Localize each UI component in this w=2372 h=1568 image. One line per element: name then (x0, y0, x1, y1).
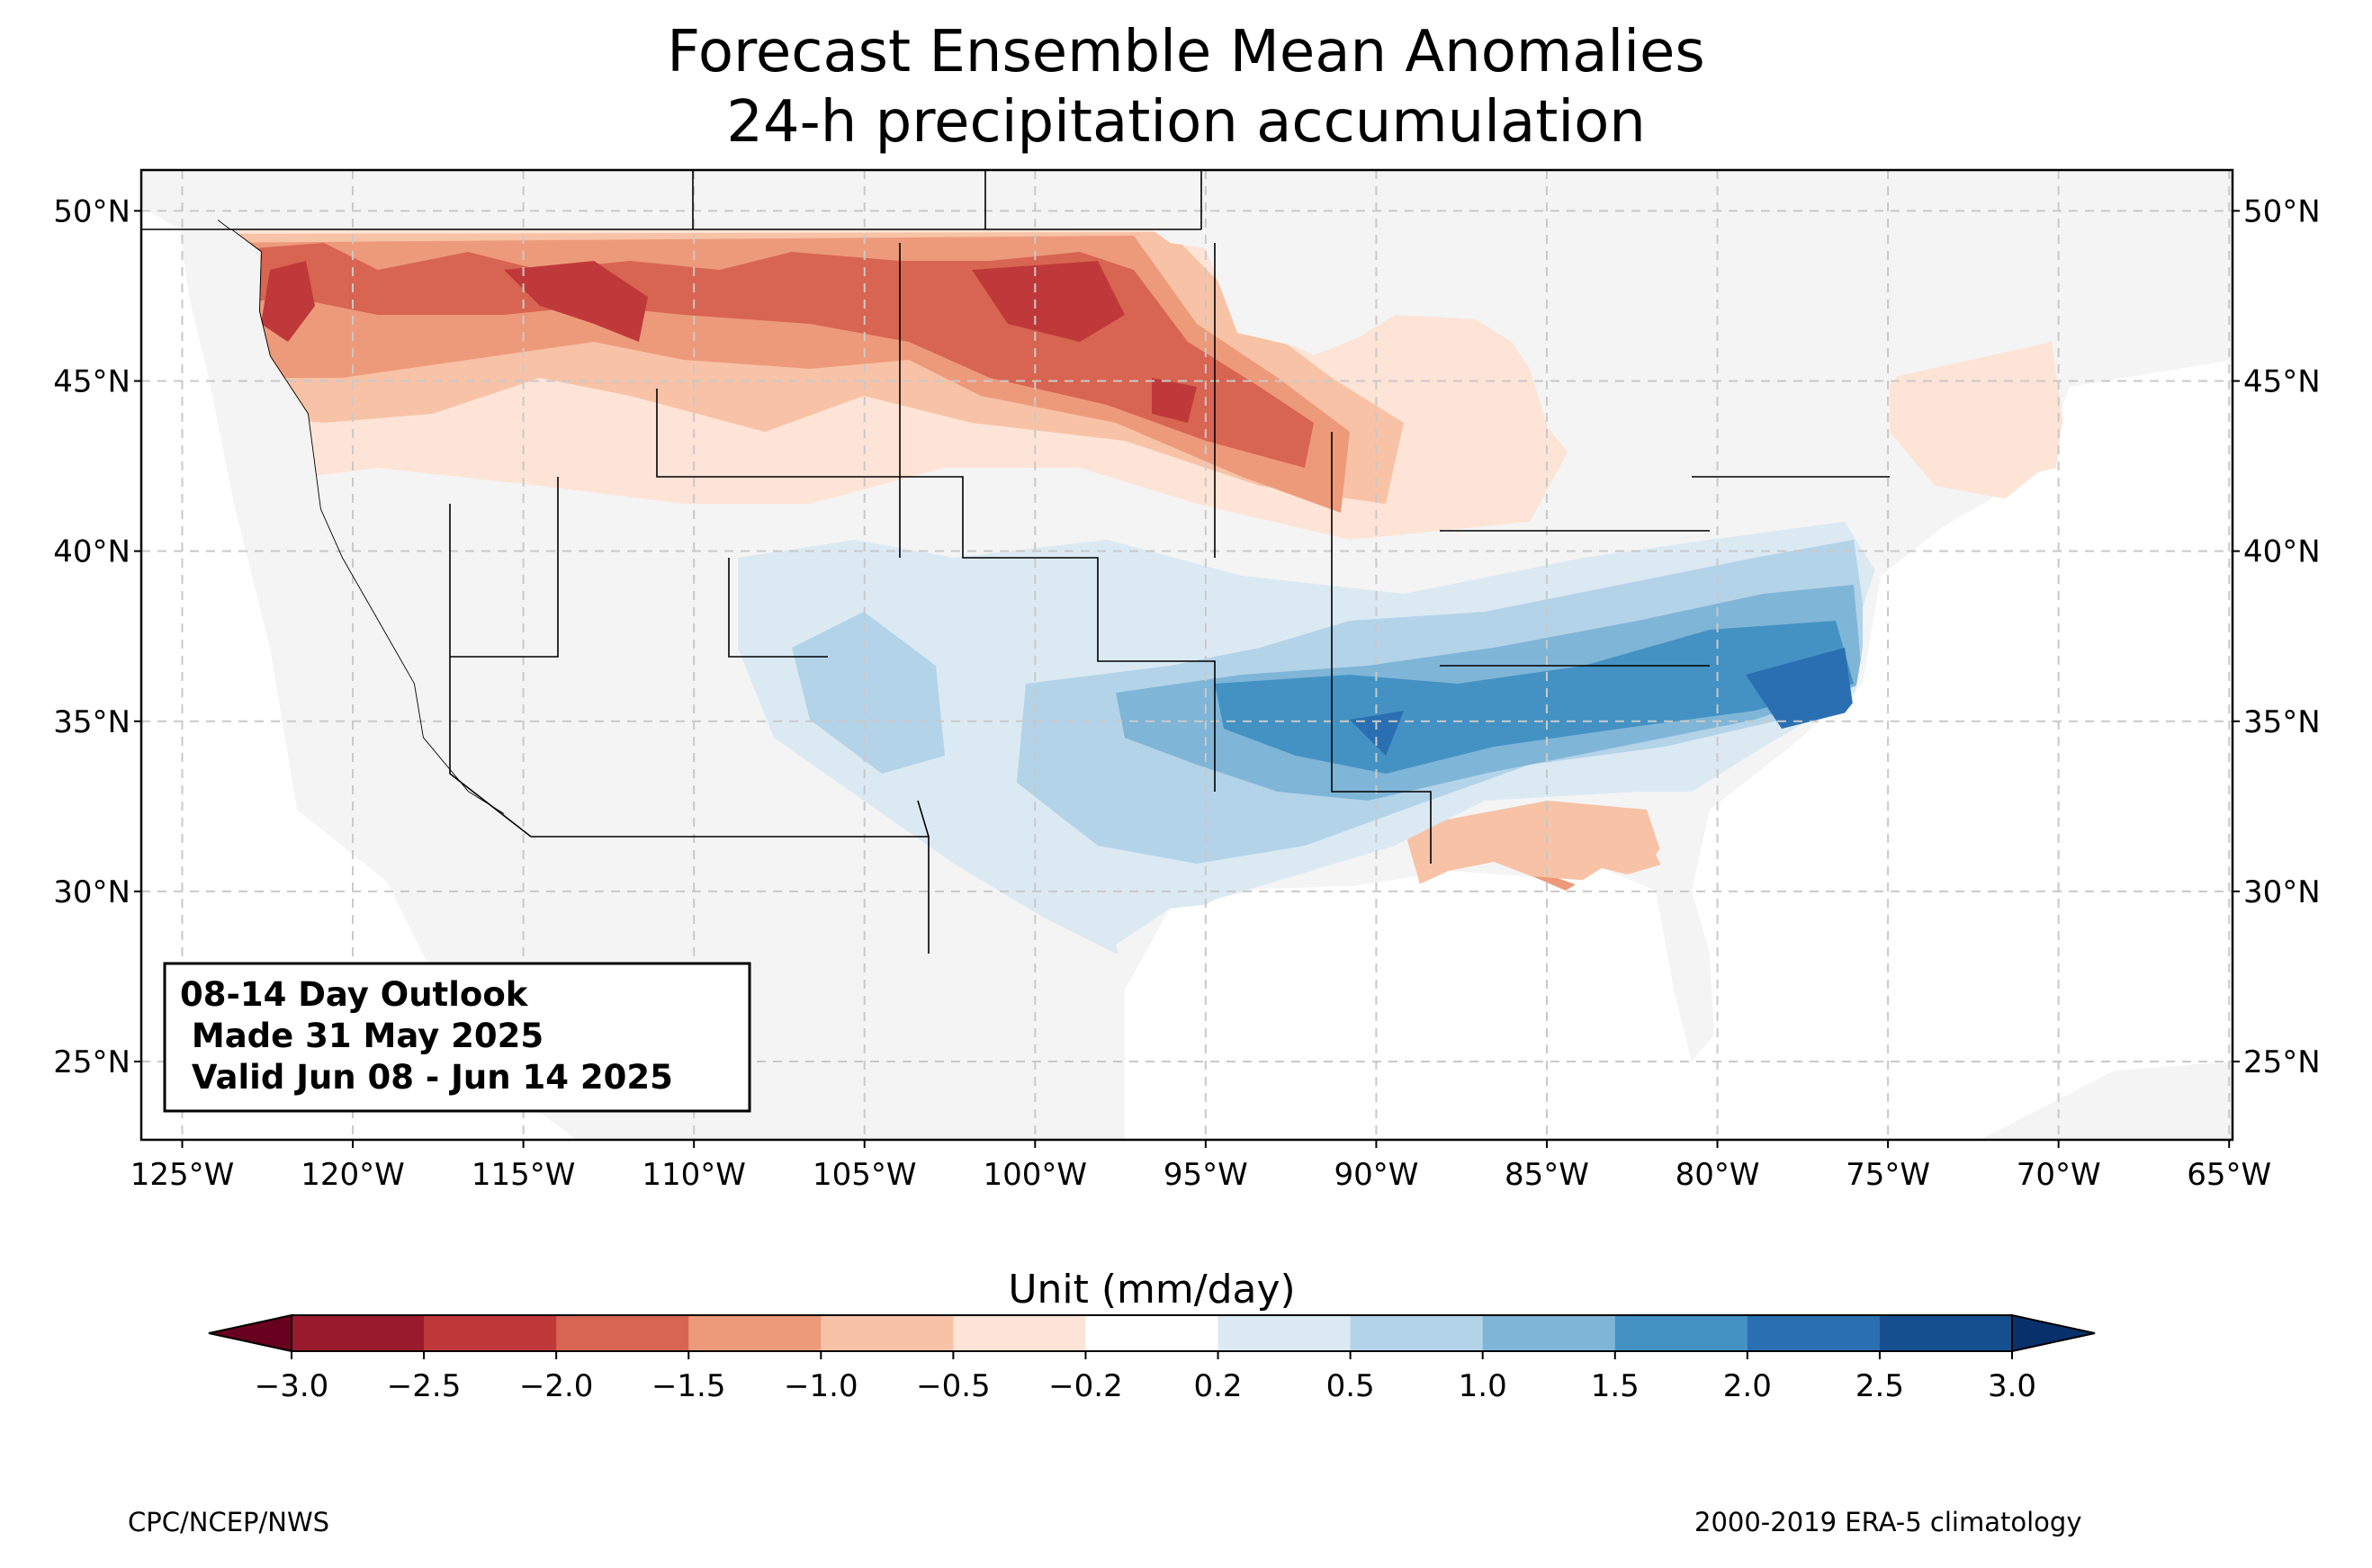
colorbar-swatch (1482, 1315, 1616, 1351)
colorbar-tick-label: −1.5 (651, 1368, 726, 1404)
lat-tick-label-left: 35°N (53, 704, 130, 740)
atlantic-gulf-ocean (1125, 360, 2233, 1140)
lon-tick-label: 110°W (642, 1157, 746, 1193)
lat-tick-label-left: 40°N (53, 534, 130, 570)
state-lines-east (1214, 243, 1890, 864)
colorbar-tick-label: 0.5 (1326, 1368, 1375, 1404)
colorbar-label: Unit (mm/day) (1008, 1267, 1295, 1313)
colorbar-tick-label: 1.0 (1459, 1368, 1507, 1404)
colorbar-extend-high (2011, 1313, 2096, 1353)
colorbar-swatch (821, 1315, 954, 1351)
lon-tick-label: 80°W (1676, 1157, 1760, 1193)
canada-border (141, 170, 1202, 230)
lat-tick-label-left: 30°N (53, 874, 130, 910)
lon-tick-label: 65°W (2187, 1157, 2271, 1193)
colorbar-extend-low (208, 1313, 292, 1353)
caribbean-land (1980, 1062, 2233, 1140)
colorbar-swatch (953, 1315, 1086, 1351)
colorbar-swatches (208, 1313, 2096, 1353)
colorbar-swatch (1350, 1315, 1484, 1351)
colorbar: Unit (mm/day) −3.0 −2.5 −2.0 −1.5 −1.0 −0.5 −0… (208, 1267, 2096, 1404)
colorbar-tick-label: 2.5 (1855, 1368, 1904, 1404)
colorbar-tick-label: −2.5 (387, 1368, 462, 1404)
colorbar-tick-label: 1.5 (1591, 1368, 1640, 1404)
lat-tick-label-left: 25°N (53, 1044, 130, 1080)
colorbar-swatch (1747, 1315, 1881, 1351)
lon-tick-label: 85°W (1505, 1157, 1589, 1193)
lon-tick-label: 75°W (1846, 1157, 1930, 1193)
lat-tick-label-left: 50°N (53, 193, 130, 229)
lat-tick-label-right: 25°N (2243, 1044, 2321, 1080)
anom-dry-4 (261, 261, 1197, 423)
title-line-1: Forecast Ensemble Mean Anomalies (667, 19, 1705, 85)
lat-tick-label-right: 45°N (2243, 364, 2321, 400)
colorbar-swatch (556, 1315, 689, 1351)
coastline (218, 220, 505, 815)
outlook-valid-range: Valid Jun 08 - Jun 14 2025 (180, 1058, 673, 1097)
pacific-ocean (141, 170, 576, 1140)
outlook-box: 08-14 Day Outlook Made 31 May 2025 Valid… (163, 962, 751, 1113)
title-line-2: 24-h precipitation accumulation (726, 89, 1646, 156)
colorbar-swatch (292, 1315, 425, 1351)
credit-right: 2000-2019 ERA-5 climatology (1694, 1507, 2082, 1537)
lon-tick-label: 100°W (984, 1157, 1088, 1193)
west-coast (218, 220, 505, 815)
lon-tick-label: 95°W (1164, 1157, 1248, 1193)
latitude-ticks: 50°N 50°N 45°N 45°N 40°N 40°N 35°N 35°N 30°N 30°N… (53, 193, 2320, 1080)
map-frame (139, 168, 2234, 1142)
colorbar-swatch (1217, 1315, 1352, 1351)
colorbar-swatch (1614, 1315, 1748, 1351)
colorbar-swatch (1085, 1315, 1219, 1351)
outlook-title: 08-14 Day Outlook (180, 975, 529, 1014)
colorbar-swatch (1879, 1315, 2013, 1351)
lat-tick-label-right: 30°N (2243, 874, 2321, 910)
colorbar-tick-label: 0.2 (1193, 1368, 1242, 1404)
state-lines-central (450, 243, 1216, 792)
colorbar-frame (291, 1314, 2013, 1352)
colorbar-tick-label: 3.0 (1988, 1368, 2036, 1404)
lon-tick-label: 115°W (472, 1157, 576, 1193)
outlook-made-date: Made 31 May 2025 (180, 1017, 544, 1055)
colorbar-tick-label: −0.2 (1048, 1368, 1123, 1404)
lat-tick-label-right: 35°N (2243, 704, 2321, 740)
anom-dry-northeast (1890, 342, 2070, 504)
colorbar-swatch (688, 1315, 822, 1351)
lon-tick-label: 120°W (301, 1157, 405, 1193)
lon-tick-label: 125°W (130, 1157, 235, 1193)
lat-tick-label-right: 50°N (2243, 193, 2321, 229)
boundaries (141, 170, 1890, 954)
colorbar-tick-label: −1.0 (784, 1368, 858, 1404)
colorbar-tick-label: −3.0 (255, 1368, 329, 1404)
lon-tick-label: 90°W (1334, 1157, 1418, 1193)
colorbar-swatch (424, 1315, 557, 1351)
lon-tick-label: 105°W (813, 1157, 917, 1193)
colorbar-tick-label: 2.0 (1723, 1368, 1772, 1404)
credit-left: CPC/NCEP/NWS (128, 1507, 330, 1537)
colorbar-tick-label: −2.0 (519, 1368, 594, 1404)
longitude-ticks: 125°W 120°W 115°W 110°W 105°W 100°W 95°W 90°W 85… (130, 1140, 2271, 1193)
lon-tick-label: 70°W (2017, 1157, 2101, 1193)
state-lines-west (449, 504, 930, 954)
colorbar-ticks: −3.0 −2.5 −2.0 −1.5 −1.0 −0.5 −0.2 0.2 0.5 1.0 1.5… (255, 1351, 2036, 1404)
lat-tick-label-left: 45°N (53, 364, 130, 400)
colorbar-tick-label: −0.5 (916, 1368, 991, 1404)
lat-tick-label-right: 40°N (2243, 534, 2321, 570)
